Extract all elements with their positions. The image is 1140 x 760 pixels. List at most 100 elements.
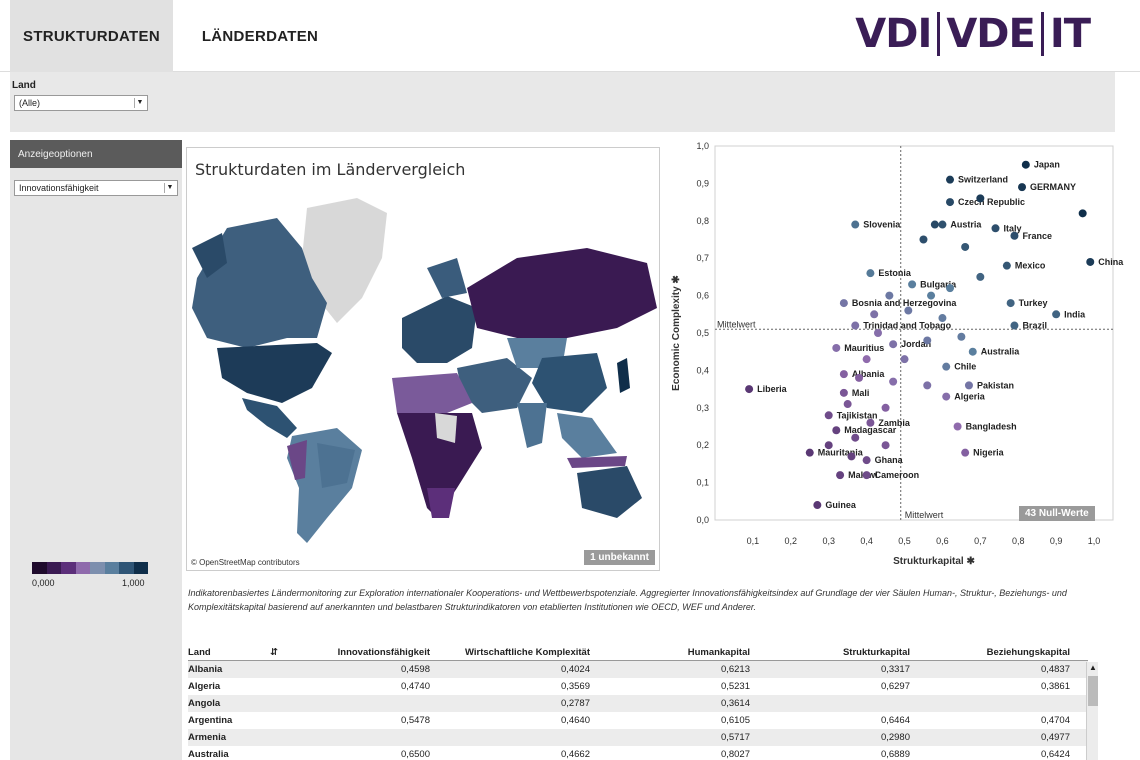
scatter-point[interactable] [889,377,898,386]
tab-laenderdaten[interactable]: LÄNDERDATEN [201,27,319,45]
scatter-point[interactable] [927,291,936,300]
scatter-point[interactable] [900,355,909,364]
scatter-point[interactable] [930,220,939,229]
land-filter-dropdown[interactable]: (Alle) ▼ [14,95,148,111]
scatter-point[interactable] [953,422,962,431]
table-row[interactable]: Albania 0,4598 0,4024 0,6213 0,3317 0,4837 [188,661,1088,678]
scatter-point[interactable] [942,392,951,401]
logo-text-a: VDI [855,11,932,57]
scatter-point[interactable] [1010,321,1019,330]
scatter-point[interactable] [938,314,947,323]
scatter-point[interactable] [1002,261,1011,270]
scatter-point[interactable] [813,501,822,510]
scatter-point[interactable] [862,456,871,465]
scatter-point[interactable] [919,235,928,244]
point-label: France [1022,231,1052,241]
table-row[interactable]: Australia 0,6500 0,4662 0,8027 0,6889 0,6424 [188,746,1088,760]
scroll-up-icon[interactable]: ▲ [1089,663,1097,672]
scatter-point[interactable] [1006,299,1015,308]
point-label: Turkey [1019,298,1048,308]
scatter-plot[interactable]: 0,0 0,1 0,2 0,3 0,4 0,5 0,6 0,7 0,8 0,9 1,0 0,1 0,2 0… [665,138,1130,578]
scatter-point[interactable] [839,388,848,397]
scatter-point[interactable] [938,220,947,229]
scatter-point[interactable] [839,370,848,379]
scatter-point[interactable] [851,220,860,229]
table-row[interactable]: Algeria 0,4740 0,3569 0,5231 0,6297 0,3861 [188,678,1088,695]
table-row[interactable]: Angola 0,2787 0,3614 [188,695,1088,712]
scatter-point[interactable] [946,284,955,293]
scatter-point[interactable] [961,448,970,457]
scatter-point[interactable] [873,329,882,337]
chevron-down-icon[interactable]: ▼ [134,98,145,108]
scatter-point[interactable] [870,310,879,319]
display-option-dropdown[interactable]: Innovationsfähigkeit ▼ [14,180,178,196]
scatter-point[interactable] [824,411,833,420]
scatter-point[interactable] [946,198,955,207]
scatter-point[interactable] [881,441,890,450]
sort-icon[interactable]: ⇵ [270,647,278,658]
scatter-point[interactable] [946,175,955,184]
scatter-point[interactable] [832,343,841,352]
column-header-innovation[interactable]: Innovationsfähigkeit [337,647,430,658]
scatter-point[interactable] [745,385,754,394]
scatter-point[interactable] [976,194,985,203]
column-header-strukturkapital[interactable]: Strukturkapital [842,647,910,658]
table-scrollbar[interactable]: ▲ [1086,662,1098,760]
cell-beziehungskapital: 0,4704 [1040,715,1070,726]
scatter-point[interactable] [851,321,860,330]
scatter-point[interactable] [847,452,856,461]
scatter-point[interactable] [862,355,871,364]
scatter-point[interactable] [851,433,860,442]
table-row[interactable]: Argentina 0,5478 0,4640 0,6105 0,6464 0,4704 [188,712,1088,729]
world-map[interactable] [187,188,659,558]
scatter-point[interactable] [976,272,985,281]
scatter-point[interactable] [881,403,890,412]
scatter-point[interactable] [1018,183,1027,192]
scatter-point[interactable] [836,471,845,480]
scatter-point[interactable] [885,291,894,300]
table-body: Albania 0,4598 0,4024 0,6213 0,3317 0,4837 Alg… [188,661,1088,760]
scatter-point[interactable] [843,400,852,409]
column-header-beziehungskapital[interactable]: Beziehungskapital [986,647,1070,658]
scatter-point[interactable] [923,336,932,345]
column-header-complexity[interactable]: Wirtschaftliche Komplexität [464,647,590,658]
scatter-point[interactable] [957,332,966,341]
unknown-badge[interactable]: 1 unbekannt [584,550,655,565]
point-label: Ghana [875,455,904,465]
column-header-land[interactable]: Land [188,647,211,658]
scatter-point[interactable] [991,224,1000,233]
null-values-badge[interactable]: 43 Null-Werte [1019,506,1095,521]
table-row[interactable]: Armenia 0,5717 0,2980 0,4977 [188,729,1088,746]
spacer [264,661,284,678]
scroll-thumb[interactable] [1088,676,1098,706]
scatter-point[interactable] [1052,310,1061,319]
filter-bar: Land (Alle) ▼ [10,72,1115,132]
scatter-point[interactable] [866,418,875,427]
map-region-indonesia [567,456,627,468]
scatter-point[interactable] [942,362,951,371]
scatter-point[interactable] [805,448,814,457]
scatter-point[interactable] [908,280,917,289]
scatter-point[interactable] [866,269,875,278]
scatter-point[interactable] [839,299,848,308]
scatter-point[interactable] [923,381,932,390]
x-tick-label: 0,7 [974,536,987,546]
scatter-point[interactable] [968,347,977,356]
tab-strukturdaten[interactable]: STRUKTURDATEN [10,0,173,72]
map-region-africa [397,413,482,518]
scatter-point[interactable] [889,340,898,349]
point-label: Italy [1003,223,1021,233]
scatter-point[interactable] [855,373,864,382]
scatter-point[interactable] [1021,160,1030,169]
scatter-point[interactable] [1086,257,1095,266]
scatter-point[interactable] [964,381,973,390]
scatter-point[interactable] [1010,231,1019,240]
scatter-point[interactable] [832,426,841,435]
column-header-humankapital[interactable]: Humankapital [687,647,750,658]
scatter-point[interactable] [904,306,913,315]
scatter-point[interactable] [862,471,871,480]
scatter-point[interactable] [961,242,970,251]
scatter-point[interactable] [824,441,833,450]
chevron-down-icon[interactable]: ▼ [164,183,175,193]
scatter-point[interactable] [1078,209,1087,218]
